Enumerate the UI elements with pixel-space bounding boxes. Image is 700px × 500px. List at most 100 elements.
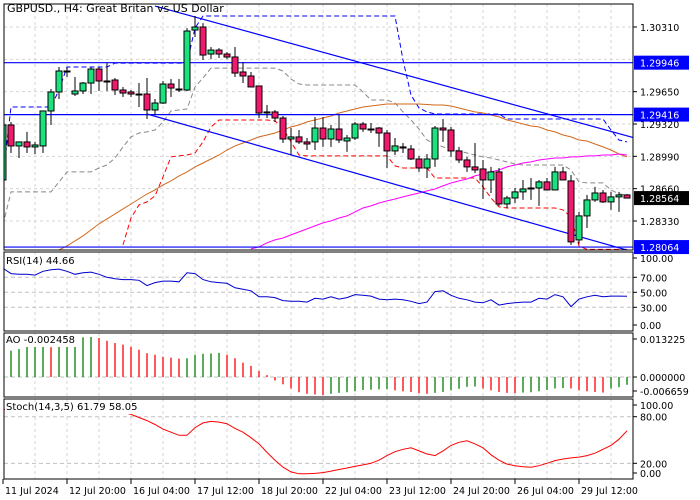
candle-body	[295, 136, 303, 143]
candle-body	[535, 181, 543, 189]
candle	[4, 124, 7, 181]
candle	[71, 76, 79, 96]
candle	[271, 109, 279, 122]
candle	[535, 179, 543, 206]
time-axis-label: 24 Jul 20:00	[453, 486, 510, 497]
candle	[175, 79, 183, 92]
candle-body	[551, 171, 559, 191]
candle	[599, 189, 607, 203]
candle	[167, 79, 175, 97]
price-axis-label: 1.30310	[640, 23, 679, 34]
rsi-line	[4, 268, 628, 308]
candle	[503, 195, 511, 208]
candle-body	[175, 88, 183, 91]
rsi-panel-border	[3, 251, 634, 332]
candle	[87, 66, 95, 95]
donchian-middle-line	[4, 67, 628, 223]
candle	[439, 119, 447, 142]
donchian-lower-line	[122, 119, 627, 250]
candle	[143, 78, 151, 120]
candle	[567, 174, 575, 245]
price-axis-label: 1.28990	[640, 152, 679, 163]
candle-body	[327, 128, 335, 140]
candle-body	[415, 158, 423, 169]
price-axis-label: 1.28660	[640, 185, 679, 196]
candle-body	[615, 194, 623, 198]
candle	[247, 71, 255, 88]
candle-body	[447, 129, 455, 152]
candle	[479, 159, 487, 199]
candle	[263, 104, 271, 119]
candle	[351, 121, 359, 140]
price-axis-label: 1.28330	[640, 217, 679, 228]
candle	[551, 166, 559, 191]
candle	[303, 138, 311, 150]
candle-body	[239, 71, 247, 77]
candle	[31, 141, 39, 154]
channel-lower-line[interactable]	[146, 113, 635, 252]
candle	[615, 191, 623, 212]
candle	[159, 80, 167, 105]
candle	[431, 125, 439, 167]
rsi-series	[4, 268, 628, 308]
candle-body	[23, 141, 31, 148]
candle-body	[87, 68, 95, 84]
candle-body	[79, 82, 87, 92]
rsi-axis-label: 50.00	[640, 288, 667, 299]
candle	[279, 115, 287, 144]
candle	[151, 99, 159, 115]
channel-upper-line[interactable]	[154, 5, 635, 139]
candle-body	[607, 196, 615, 203]
candle	[495, 167, 503, 206]
candle	[239, 61, 247, 84]
candle	[335, 114, 343, 144]
candle	[447, 126, 455, 157]
candle	[79, 81, 87, 95]
candle-body	[383, 132, 391, 152]
time-axis-label: 23 Jul 12:00	[389, 486, 446, 497]
candle	[183, 28, 191, 91]
candle-body	[223, 53, 231, 58]
donchian-upper-line	[4, 15, 628, 173]
ao-axis-label: 0.000000	[640, 373, 685, 384]
candle	[487, 166, 495, 193]
candle	[543, 177, 551, 191]
candle-body	[351, 123, 359, 139]
candle-body	[255, 85, 263, 114]
candle	[135, 83, 143, 107]
candle	[575, 211, 583, 244]
rsi-axis-label: 0.00	[640, 321, 661, 332]
candle-body	[463, 159, 471, 168]
price-level-box	[634, 240, 689, 255]
candle	[255, 85, 263, 119]
candle-body	[71, 90, 79, 95]
candle-body	[215, 49, 223, 55]
candle-body	[47, 91, 55, 112]
price-level-label: 1.28064	[640, 243, 679, 254]
candle	[111, 78, 119, 95]
candle	[359, 121, 367, 132]
candle	[527, 177, 535, 200]
candle	[591, 186, 599, 202]
candle-body	[391, 145, 399, 152]
chart-title: GBPUSD., H4: Great Britan vs US Dollar	[7, 2, 224, 15]
candle-body	[559, 171, 567, 181]
current-price-box	[634, 191, 689, 206]
candle-body	[119, 89, 127, 94]
candle	[199, 23, 207, 61]
candle-body	[279, 117, 287, 140]
candle-body	[471, 166, 479, 171]
candle-body	[455, 150, 463, 161]
candle	[399, 143, 407, 154]
candle	[127, 90, 135, 97]
candle-body	[407, 148, 415, 160]
candle	[231, 46, 239, 77]
rsi-axis-label: 70.00	[640, 273, 667, 284]
candle-body	[599, 192, 607, 203]
rsi-axis-label: 100.00	[640, 254, 673, 265]
candle-body	[135, 93, 143, 96]
candle-body	[199, 26, 207, 56]
candle-body	[183, 30, 191, 91]
